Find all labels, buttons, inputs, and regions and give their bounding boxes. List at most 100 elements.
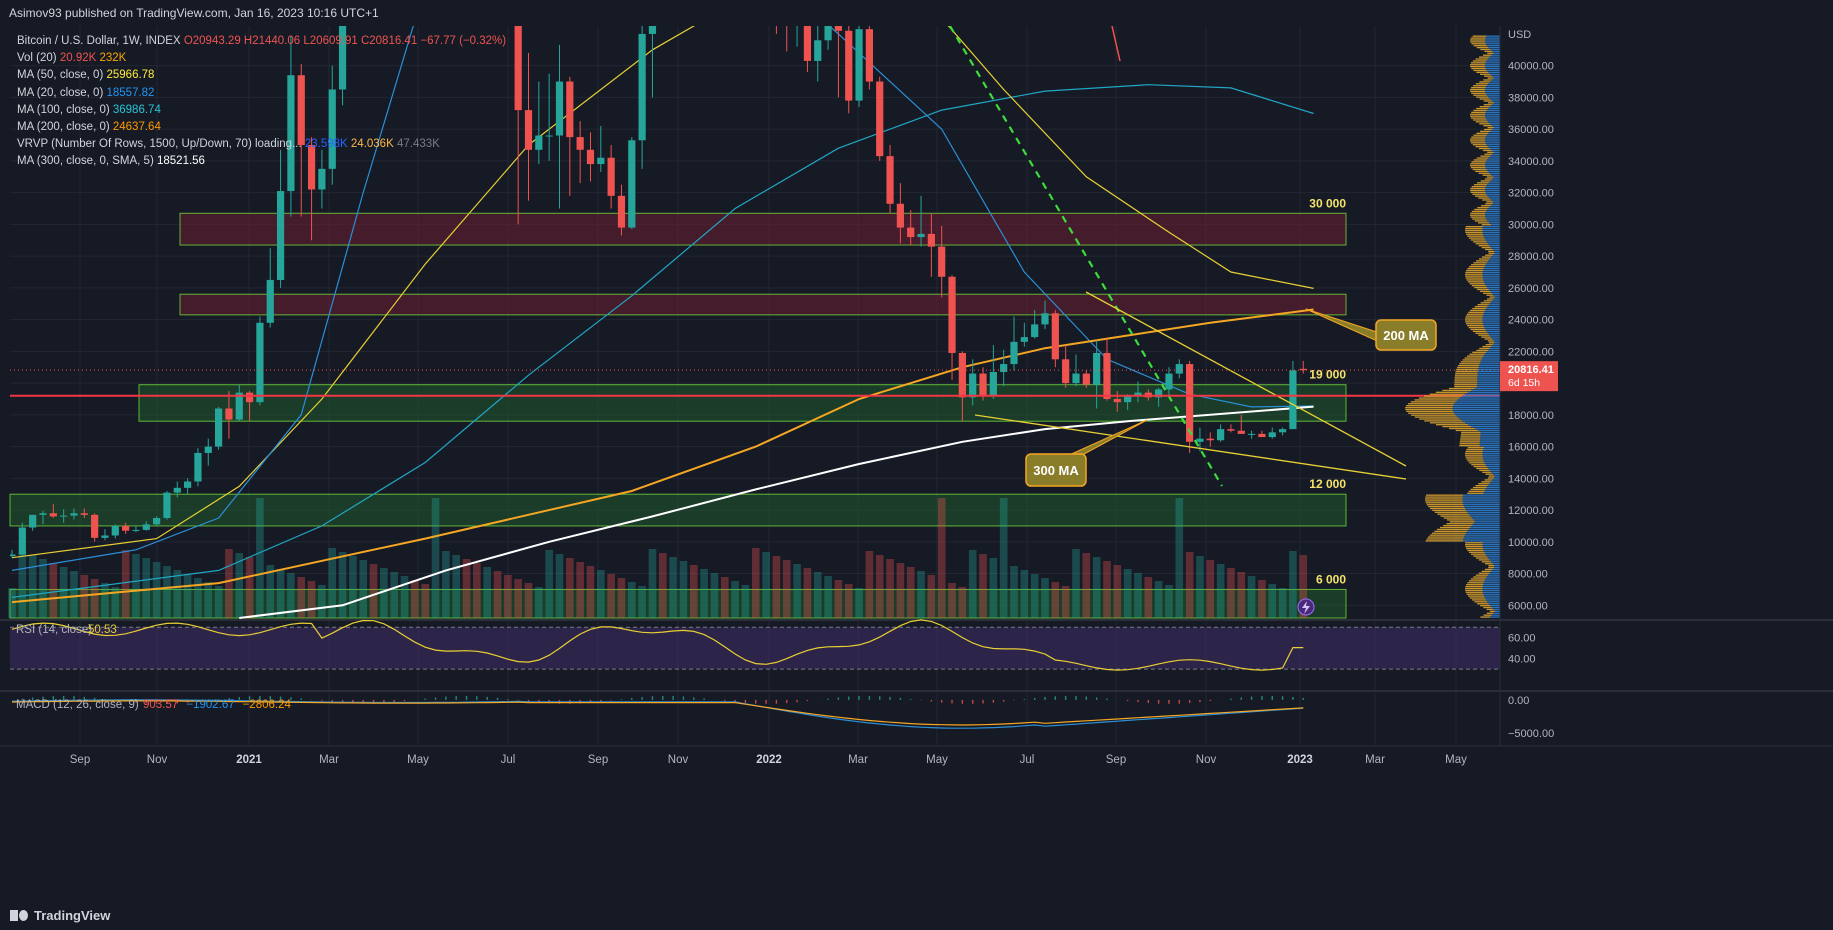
vp-bar-up — [1454, 382, 1478, 384]
vp-bar-up — [1466, 233, 1484, 235]
price-chart[interactable]: 30 000 19 000 12 000 6 000 200 MA 300 MA 6000.… — [0, 26, 1833, 900]
candle-body — [49, 513, 57, 517]
zone-resistance — [179, 212, 1347, 246]
legend-row[interactable]: VRVP (Number Of Rows, 1500, Up/Down, 70)… — [17, 136, 506, 153]
vp-bar-up — [1466, 593, 1484, 595]
legend-row[interactable]: MA (20, close, 0) 18557.82 — [17, 85, 506, 102]
vp-bar-down — [1485, 285, 1500, 287]
legend-row[interactable]: MA (300, close, 0, SMA, 5) 18521.56 — [17, 153, 506, 170]
vp-bar-up — [1440, 515, 1471, 517]
vp-bar-down — [1486, 35, 1500, 37]
vp-bar-down — [1487, 332, 1500, 334]
vp-bar-up — [1465, 591, 1483, 593]
volume-bar — [276, 569, 285, 618]
price-tick-label: 32000.00 — [1508, 188, 1554, 200]
vp-bar-up — [1477, 304, 1489, 306]
legend-row[interactable]: MA (200, close, 0) 24637.64 — [17, 119, 506, 136]
vp-bar-up — [1475, 170, 1488, 173]
volume-bar — [700, 569, 708, 618]
vp-bar-down — [1482, 587, 1500, 590]
vp-bar-up — [1466, 458, 1484, 460]
vp-bar-down — [1489, 245, 1500, 247]
legend-row[interactable]: Vol (20) 20.92K 232K — [17, 50, 506, 67]
vp-bar-down — [1488, 288, 1500, 291]
vp-bar-down — [1491, 292, 1500, 294]
vp-bar-up — [1478, 334, 1490, 336]
vp-bar-up — [1473, 94, 1487, 96]
vp-bar-up — [1457, 366, 1479, 369]
vp-bar-down — [1492, 50, 1500, 53]
vp-bar-down — [1482, 456, 1500, 458]
vp-bar-up — [1479, 347, 1490, 350]
vp-bar-down — [1483, 460, 1500, 462]
vp-bar-down — [1484, 462, 1500, 464]
vp-bar-down — [1485, 86, 1500, 89]
vp-bar-down — [1485, 163, 1500, 165]
rsi-band — [10, 627, 1500, 670]
vp-bar-up — [1454, 376, 1478, 378]
candle-body — [1165, 373, 1173, 390]
vp-bar-up — [1488, 252, 1495, 254]
vp-bar-down — [1484, 311, 1500, 313]
volume-bar — [204, 582, 213, 618]
vp-bar-up — [1489, 610, 1495, 612]
candle-body — [1155, 389, 1163, 398]
vp-bar-down — [1487, 58, 1500, 60]
vp-bar-down — [1485, 553, 1500, 555]
vp-bar-up — [1483, 614, 1492, 616]
price-tick-label: 26000.00 — [1508, 283, 1554, 295]
vp-bar-up — [1459, 441, 1480, 443]
candle-body — [896, 203, 904, 228]
vp-bar-up — [1465, 315, 1483, 317]
vp-bar-down — [1487, 243, 1500, 245]
vp-bar-up — [1456, 368, 1479, 371]
volume-bar — [1072, 549, 1080, 618]
vp-bar-up — [1474, 220, 1488, 222]
vp-bar-down — [1485, 117, 1500, 119]
price-tick-label: 36000.00 — [1508, 124, 1554, 136]
vp-bar-down — [1485, 578, 1500, 580]
vp-bar-down — [1477, 384, 1500, 386]
vp-bar-up — [1474, 601, 1488, 603]
vp-bar-up — [1424, 395, 1463, 397]
rsi-label: RSI (14, close) — [16, 624, 92, 636]
vp-bar-down — [1486, 262, 1500, 264]
volume-bar — [917, 571, 925, 618]
vp-bar-down — [1467, 530, 1500, 533]
vp-bar-down — [1491, 125, 1500, 127]
vp-bar-down — [1485, 115, 1500, 117]
candles-group — [10, 26, 1307, 558]
vp-bar-up — [1449, 427, 1475, 430]
volume-bar — [844, 584, 853, 618]
vp-bar-up — [1489, 296, 1495, 298]
time-tick-label: Jul — [1020, 754, 1035, 766]
volume-bar — [183, 574, 192, 618]
vp-bar-up — [1449, 521, 1475, 523]
legend-row[interactable]: Bitcoin / U.S. Dollar, 1W, INDEX O20943.… — [17, 33, 506, 50]
candle-body — [215, 408, 223, 447]
vp-bar-up — [1483, 606, 1492, 609]
vp-bar-down — [1490, 155, 1500, 157]
vp-bar-up — [1473, 119, 1487, 121]
candle-body — [122, 525, 130, 531]
vp-bar-up — [1468, 326, 1485, 329]
candle-body — [1134, 392, 1142, 396]
legend-row[interactable]: MA (100, close, 0) 36986.74 — [17, 102, 506, 119]
vp-bar-down — [1486, 134, 1500, 136]
vp-bar-up — [1479, 98, 1490, 100]
vp-bar-down — [1487, 145, 1500, 148]
tradingview-logo[interactable]: TradingView — [10, 908, 110, 923]
volume-bar — [483, 567, 491, 618]
vp-bar-up — [1481, 256, 1491, 258]
vp-bar-up — [1468, 551, 1485, 553]
vp-bar-up — [1480, 48, 1491, 51]
legend-row[interactable]: MA (50, close, 0) 25966.78 — [17, 67, 506, 84]
vp-bar-down — [1486, 193, 1500, 195]
vp-bar-down — [1485, 43, 1500, 45]
volume-bar — [111, 587, 120, 618]
candle-body — [865, 29, 873, 82]
vp-bar-down — [1482, 544, 1500, 546]
vp-bar-up — [1485, 254, 1493, 256]
legend-value: 25966.78 — [106, 69, 155, 82]
volume-bar — [132, 554, 140, 618]
